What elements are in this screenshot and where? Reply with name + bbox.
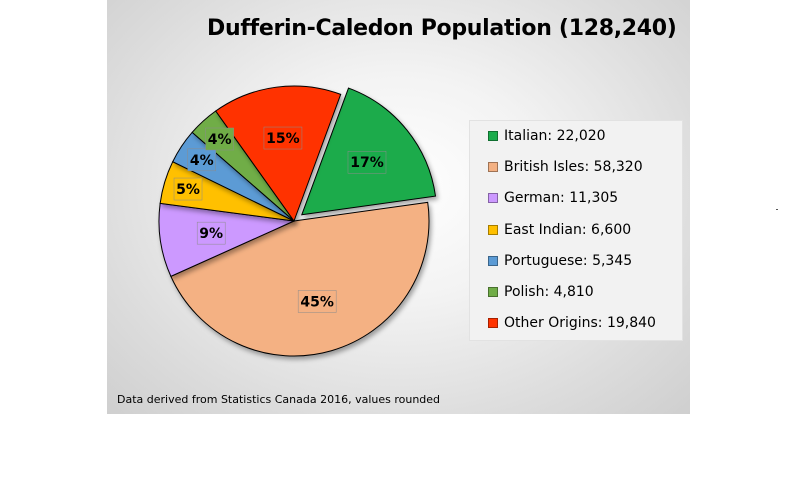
legend-label: Other Origins: 19,840 (504, 315, 656, 332)
legend-item-italian: Italian: 22,020 (488, 126, 606, 146)
pie-chart: 17% 45% 9% 5% 4% 4% 15% (158, 85, 437, 357)
data-label-italian: 17% (350, 155, 384, 171)
data-label-polish: 4% (208, 132, 232, 148)
pie-slice-british-isles (170, 201, 430, 357)
data-label-portuguese: 4% (190, 153, 214, 169)
data-label-british-isles: 45% (300, 294, 334, 310)
data-label-box-portuguese (187, 148, 216, 172)
source-note: Data derived from Statistics Canada 2016… (117, 393, 441, 406)
legend-item-portuguese: Portuguese: 5,345 (488, 251, 632, 271)
legend-label: Italian: 22,020 (504, 128, 606, 144)
legend-item-british-isles: British Isles: 58,320 (488, 157, 643, 177)
legend-swatch (488, 162, 498, 173)
legend-swatch (488, 318, 498, 329)
legend-item-polish: Polish: 4,810 (488, 282, 594, 302)
legend-label: Polish: 4,810 (504, 284, 594, 300)
data-label-german: 9% (199, 226, 223, 242)
legend-swatch (488, 193, 498, 204)
data-label-box-british-isles (297, 290, 337, 313)
legend-swatch (488, 131, 498, 141)
data-label-box-german (196, 221, 226, 245)
legend-item-other-origins: Other Origins: 19,840 (488, 313, 656, 333)
chart-panel: Dufferin-Caledon Population (128,240) 17… (107, 0, 690, 414)
data-label-box-east-indian (173, 177, 203, 201)
legend-label: British Isles: 58,320 (504, 159, 643, 176)
legend-item-german: German: 11,305 (488, 188, 618, 208)
stray-dot (776, 209, 778, 210)
data-label-box-italian (347, 150, 387, 174)
legend-item-east-indian: East Indian: 6,600 (488, 220, 631, 240)
legend-label: German: 11,305 (504, 190, 619, 207)
legend-swatch (488, 287, 498, 297)
legend-label: East Indian: 6,600 (504, 221, 632, 238)
chart-title: Dufferin-Caledon Population (128,240) (207, 16, 677, 41)
legend-swatch (488, 255, 498, 266)
data-label-box-polish (205, 127, 234, 151)
data-label-box-other-origins (263, 126, 303, 150)
data-label-other-origins: 15% (266, 131, 300, 147)
data-label-east-indian: 5% (176, 182, 200, 198)
legend-label: Portuguese: 5,345 (504, 252, 633, 269)
legend-swatch (488, 224, 498, 235)
chart-legend: Italian: 22,020 British Isles: 58,320 Germ… (469, 120, 683, 341)
pie-slice-other-origins (215, 85, 342, 223)
